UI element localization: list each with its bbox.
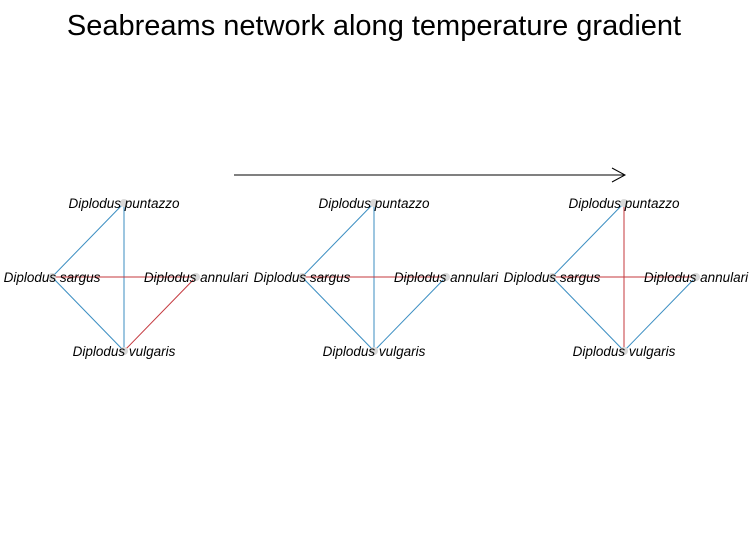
node-label-annulari: Diplodus annulari <box>644 270 749 285</box>
node-vulgaris-dot <box>620 347 628 355</box>
node-sargus-dot <box>298 273 306 281</box>
node-puntazzo-dot <box>620 199 628 207</box>
network-1: Diplodus puntazzo Diplodus sargus Diplodus… <box>4 196 250 359</box>
node-label-annulari: Diplodus annulari <box>144 270 249 285</box>
node-label-vulgaris: Diplodus vulgaris <box>323 344 426 359</box>
edge-puntazzo-sargus <box>301 202 375 278</box>
node-sargus-dot <box>548 273 556 281</box>
node-puntazzo-dot <box>120 199 128 207</box>
node-label-puntazzo: Diplodus puntazzo <box>68 196 180 211</box>
node-label-puntazzo: Diplodus puntazzo <box>318 196 430 211</box>
node-label-sargus: Diplodus sargus <box>504 270 601 285</box>
edge-annulari-vulgaris <box>373 276 447 352</box>
node-label-annulari: Diplodus annulari <box>394 270 499 285</box>
node-annulari-dot <box>192 273 200 281</box>
temperature-gradient-arrow <box>234 167 627 183</box>
network-2: Diplodus puntazzo Diplodus sargus Diplodus… <box>254 196 500 359</box>
edge-annulari-vulgaris <box>623 276 697 352</box>
node-puntazzo-dot <box>370 199 378 207</box>
network-3: Diplodus puntazzo Diplodus sargus Diplodus… <box>504 196 750 359</box>
edge-puntazzo-sargus <box>551 202 625 278</box>
node-label-sargus: Diplodus sargus <box>4 270 101 285</box>
arrow-head-icon <box>611 167 627 183</box>
edge-annulari-vulgaris <box>123 276 197 352</box>
edge-sargus-vulgaris <box>551 276 625 352</box>
edge-sargus-vulgaris <box>51 276 125 352</box>
edge-sargus-vulgaris <box>301 276 375 352</box>
figure-title: Seabreams network along temperature grad… <box>67 10 681 42</box>
node-label-puntazzo: Diplodus puntazzo <box>568 196 680 211</box>
node-label-sargus: Diplodus sargus <box>254 270 351 285</box>
node-label-vulgaris: Diplodus vulgaris <box>73 344 176 359</box>
node-vulgaris-dot <box>120 347 128 355</box>
node-sargus-dot <box>48 273 56 281</box>
networks-layer: Diplodus puntazzo Diplodus sargus Diplodus… <box>4 196 750 359</box>
node-vulgaris-dot <box>370 347 378 355</box>
node-label-vulgaris: Diplodus vulgaris <box>573 344 676 359</box>
node-annulari-dot <box>442 273 450 281</box>
edge-puntazzo-sargus <box>51 202 125 278</box>
node-annulari-dot <box>692 273 700 281</box>
